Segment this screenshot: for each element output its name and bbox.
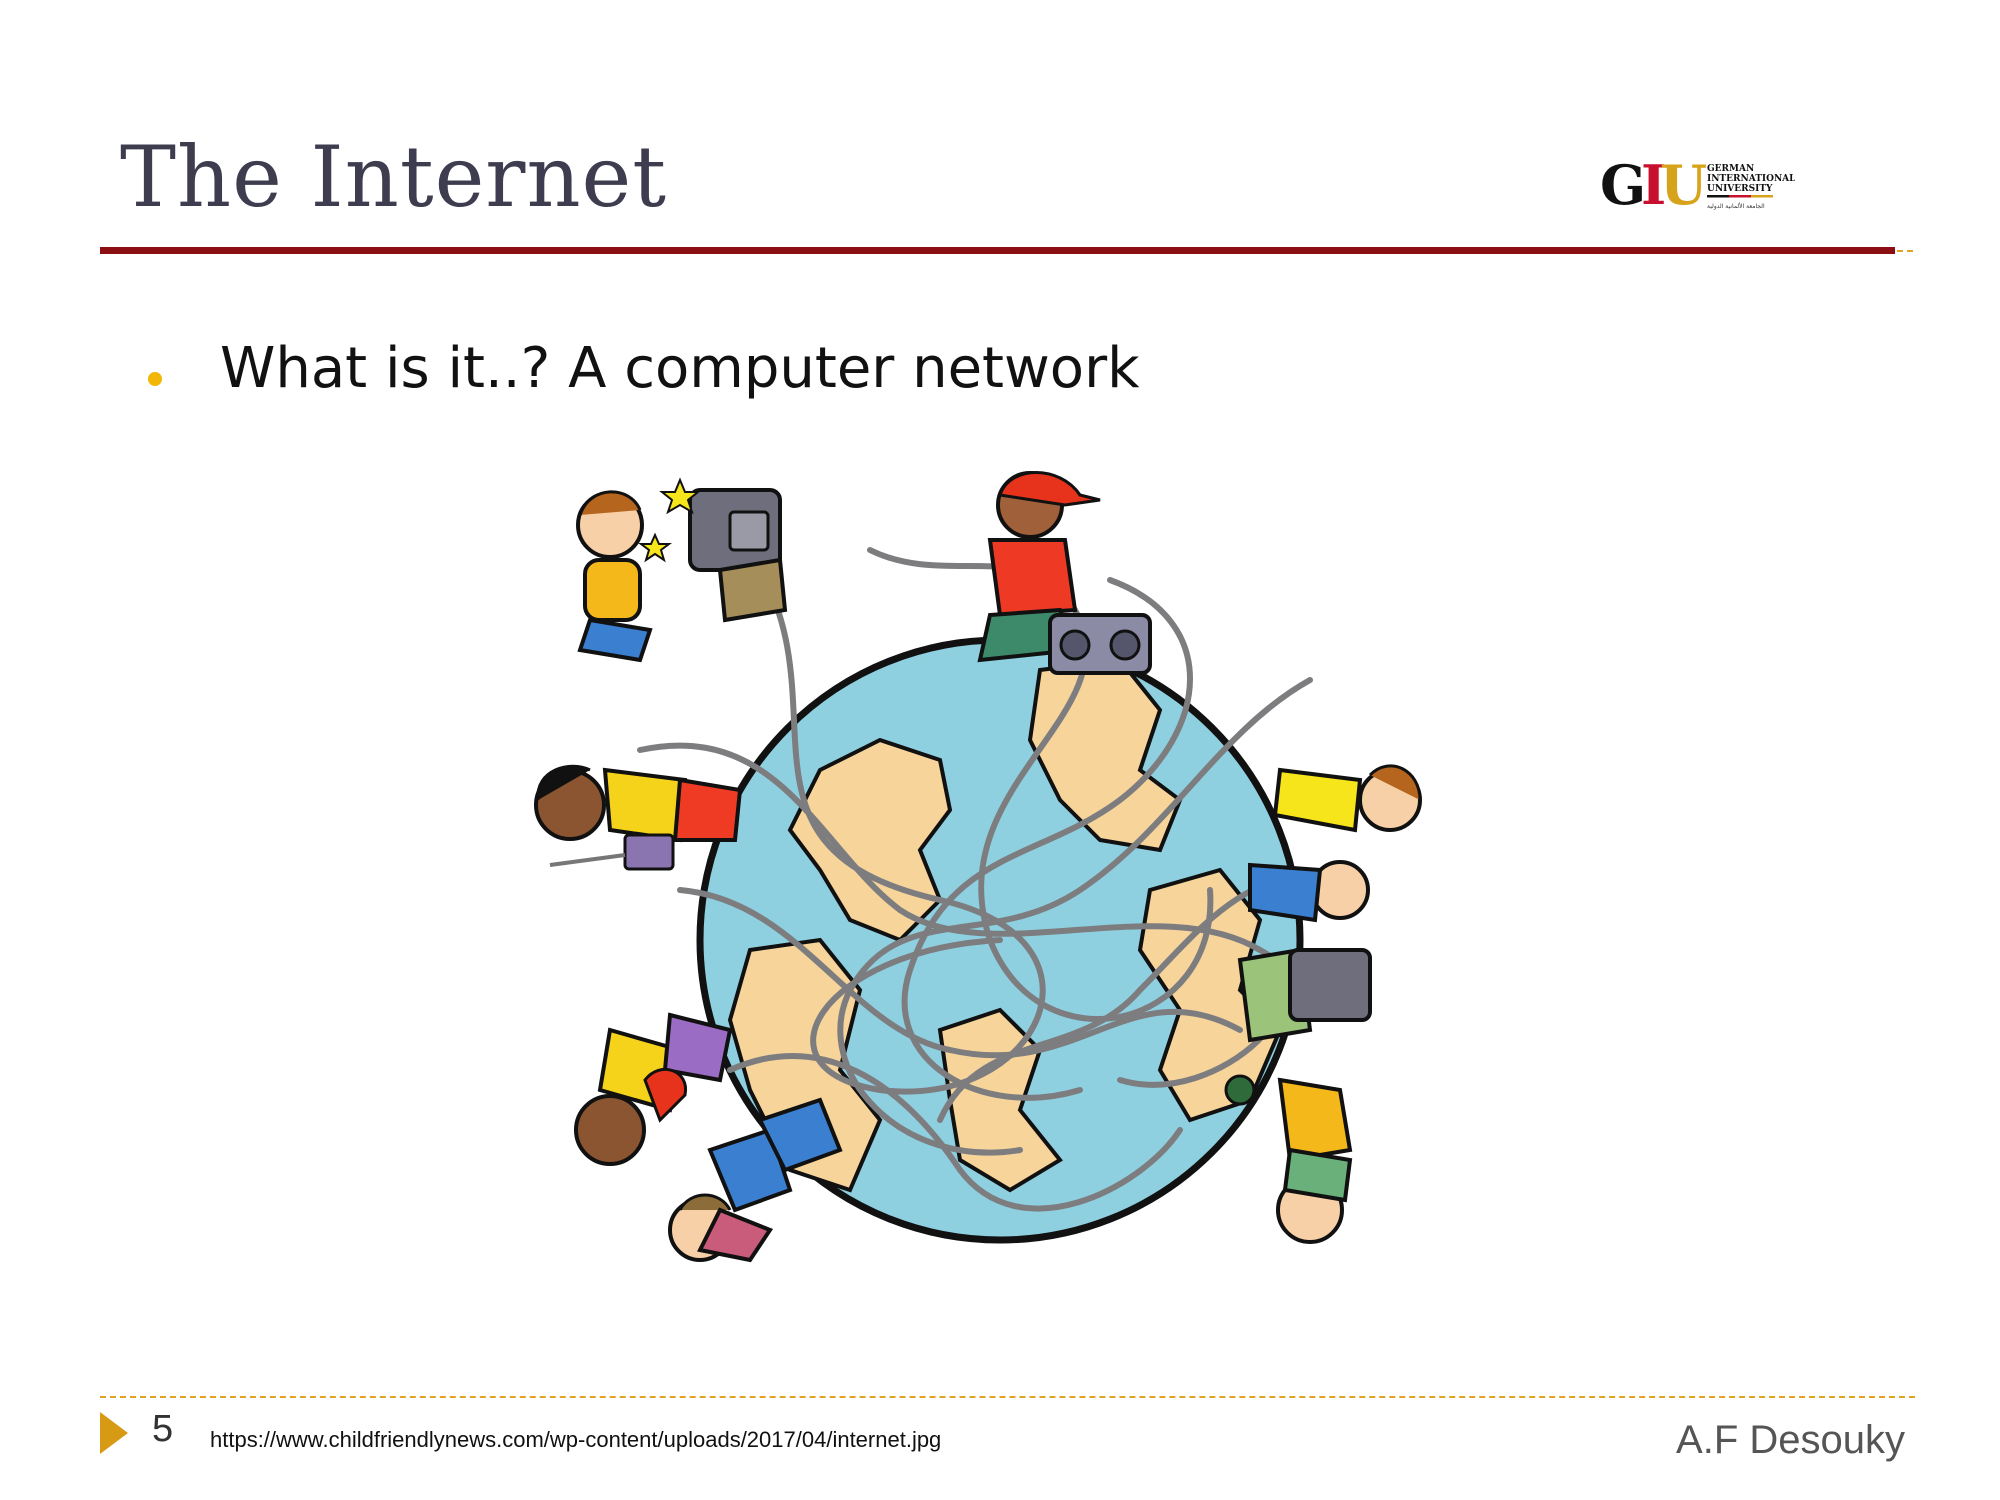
giu-logo: G I U GERMAN INTERNATIONAL UNIVERSITY ال…	[1600, 158, 1795, 212]
kid-with-book-icon	[1248, 764, 1422, 923]
logo-line-university: UNIVERSITY	[1707, 184, 1773, 194]
slide-title: The Internet	[120, 128, 668, 226]
computer-monitor-icon	[1237, 947, 1372, 1043]
kid-with-radio-icon	[534, 764, 743, 871]
bullet-dot	[148, 372, 162, 386]
logo-line-international: INTERNATIONAL	[1707, 174, 1795, 184]
logo-arabic: الجامعة الألمانية الدولية	[1707, 202, 1765, 210]
page-number: 5	[152, 1408, 174, 1450]
title-rule-tail	[1897, 250, 1913, 252]
kid-with-boombox-icon	[977, 471, 1152, 675]
logo-letter-g: G	[1600, 158, 1646, 212]
logo-line-german: GERMAN	[1707, 164, 1754, 174]
kid-with-phone-icon	[574, 1012, 733, 1166]
source-url[interactable]: https://www.childfriendlynews.com/wp-con…	[210, 1427, 942, 1452]
title-rule	[100, 247, 1895, 254]
kid-with-tv-icon	[576, 488, 788, 663]
kid-bottom-right-icon	[1224, 1074, 1353, 1244]
logo-letter-u: U	[1660, 158, 1707, 212]
kid-with-ball-icon	[668, 1097, 843, 1263]
kids-around-globe-illustration	[534, 471, 1422, 1263]
sparkle-icon	[638, 477, 701, 563]
logo-letter-i: I	[1641, 158, 1666, 212]
footer-rule	[100, 1396, 1915, 1398]
footer-arrow-icon	[100, 1412, 128, 1454]
author-name: A.F Desouky	[1676, 1418, 1905, 1462]
bullet-text: What is it..? A computer network	[220, 336, 1140, 401]
